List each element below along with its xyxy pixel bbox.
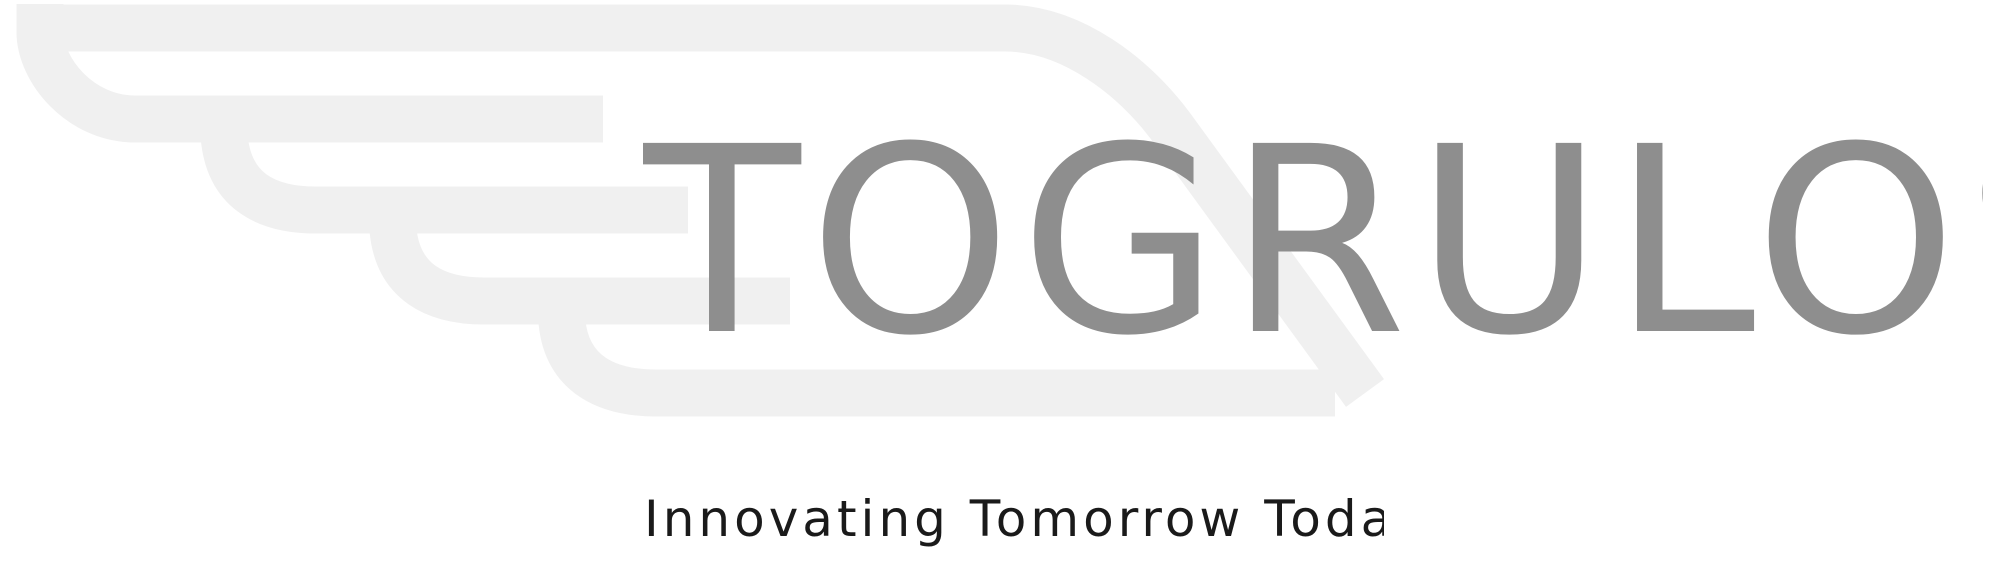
wing-feather-bottom — [538, 318, 1335, 417]
brand-name: TOGRULOS — [643, 118, 1983, 366]
tagline: Innovating Tomorrow Today — [644, 490, 1384, 548]
wing-outline — [40, 4, 1384, 407]
wing-feather-3 — [369, 226, 790, 325]
wing-feather-2 — [200, 132, 688, 234]
